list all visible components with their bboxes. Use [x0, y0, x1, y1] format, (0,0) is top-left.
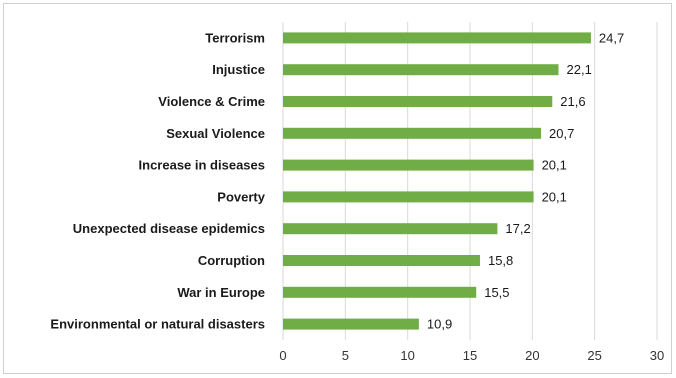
x-tick-label: 0 — [279, 348, 286, 363]
bar — [283, 159, 534, 171]
category-label: Sexual Violence — [166, 126, 265, 141]
x-tick-label: 25 — [587, 348, 601, 363]
bar — [283, 96, 553, 107]
data-label: 22,1 — [567, 62, 592, 77]
category-label: Corruption — [198, 253, 265, 268]
data-label: 20,1 — [542, 189, 567, 204]
bar — [283, 127, 542, 139]
x-tick-label: 15 — [463, 348, 477, 363]
bar — [283, 255, 480, 266]
value-labels: 24,7 22,1 21,6 20,7 20,1 20,1 17,2 15,8 15,5 10,9 — [427, 30, 624, 331]
category-label: Violence & Crime — [158, 94, 265, 109]
data-label: 15,8 — [488, 253, 513, 268]
bar — [283, 223, 498, 235]
x-tick-label: 5 — [342, 348, 349, 363]
data-label: 21,6 — [560, 94, 585, 109]
data-label: 24,7 — [599, 30, 624, 45]
category-label: Terrorism — [205, 30, 265, 45]
data-label: 10,9 — [427, 317, 452, 332]
bar — [283, 64, 559, 76]
category-label: War in Europe — [177, 285, 265, 300]
category-label: Environmental or natural disasters — [50, 317, 265, 332]
x-tick-label: 10 — [400, 348, 414, 363]
category-label: Increase in diseases — [139, 158, 265, 173]
bar — [283, 286, 477, 298]
category-label: Poverty — [217, 189, 265, 204]
x-tick-label: 20 — [525, 348, 539, 363]
category-label: Unexpected disease epidemics — [73, 221, 265, 236]
x-axis-tick-labels: 0 5 10 15 20 25 30 — [279, 348, 664, 363]
bars — [283, 32, 591, 330]
x-tick-label: 30 — [650, 348, 664, 363]
data-label: 20,1 — [542, 158, 567, 173]
category-labels: Terrorism Injustice Violence & Crime Sexual… — [50, 30, 265, 331]
data-label: 20,7 — [549, 126, 574, 141]
data-label: 15,5 — [484, 285, 509, 300]
bar — [283, 318, 419, 330]
data-label: 17,2 — [505, 221, 530, 236]
category-label: Injustice — [212, 62, 265, 77]
bar — [283, 32, 591, 44]
bar — [283, 191, 534, 203]
